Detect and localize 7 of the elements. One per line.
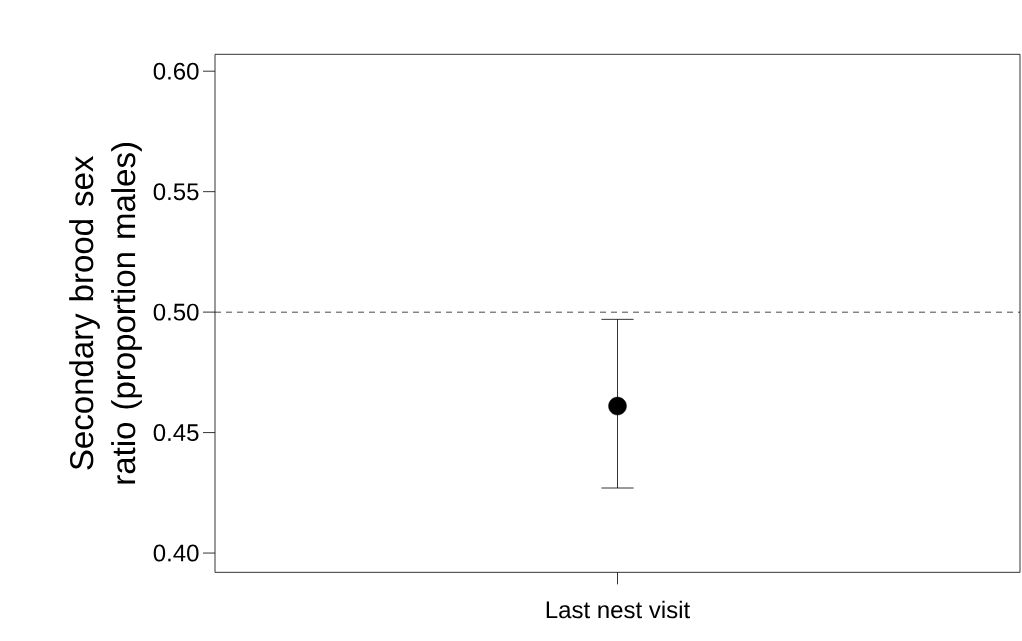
x-axis-title: Last nest visit [546, 600, 690, 619]
y-tick-label: 0.45 [153, 423, 199, 441]
y-tick-label: 0.60 [153, 62, 199, 80]
y-tick-label: 0.50 [153, 303, 199, 321]
y-tick-label: 0.55 [153, 183, 199, 200]
y-axis-title: Secondary brood sex ratio (proportion males) [69, 142, 142, 484]
y-tick-label: 0.40 [153, 544, 199, 562]
